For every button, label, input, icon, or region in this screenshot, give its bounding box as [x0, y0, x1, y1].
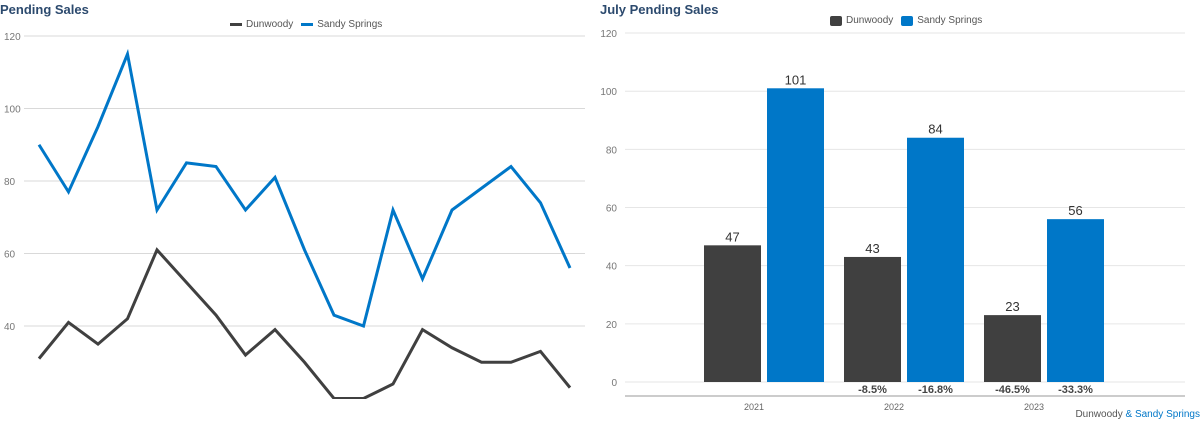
footer-dunwoody: Dunwoody — [1075, 409, 1123, 420]
y-tick-label: 120 — [4, 32, 21, 43]
bar-value-label: 56 — [1068, 203, 1082, 218]
bar-plot-area: 0 20 40 60 80 100 120 47 101 2021 43 -8.5% 84 -16.8% 2… — [600, 29, 1185, 412]
x-tick-label: 2021 — [744, 402, 764, 412]
box-swatch-icon — [830, 15, 842, 26]
bar-value-label: 43 — [865, 241, 879, 256]
chart-legend: Dunwoody Sandy Springs — [230, 19, 382, 30]
y-tick-label: 0 — [611, 378, 617, 389]
legend-label: Dunwoody — [246, 19, 294, 30]
y-tick-label: 20 — [606, 320, 618, 331]
bar-sandy-springs-2022[interactable] — [907, 137, 964, 382]
x-tick-label: 2023 — [1024, 402, 1044, 412]
bar-sandy-springs-2021[interactable] — [767, 88, 824, 383]
chart-title: Pending Sales — [0, 2, 89, 17]
y-tick-label: 40 — [4, 322, 16, 333]
chart-legend: Dunwoody Sandy Springs — [830, 15, 982, 26]
july-pending-sales-bar-chart: July Pending Sales Dunwoody Sandy Spring… — [595, 0, 1200, 428]
legend-item-dunwoody[interactable]: Dunwoody — [830, 15, 893, 26]
bar-value-label: 84 — [928, 122, 942, 137]
box-swatch-icon — [901, 15, 914, 26]
y-tick-label: 120 — [600, 29, 617, 40]
legend-label: Sandy Springs — [317, 19, 383, 30]
legend-item-dunwoody[interactable]: Dunwoody — [230, 19, 293, 30]
pending-sales-line-chart: Pending Sales Dunwoody Sandy Springs 40 6… — [0, 0, 595, 428]
percent-change-label: -8.5% — [858, 384, 887, 396]
y-tick-label: 100 — [600, 87, 617, 98]
percent-change-label: -33.3% — [1058, 384, 1093, 396]
footer-sandy-springs: Sandy Springs — [1134, 409, 1200, 420]
y-tick-label: 80 — [4, 177, 16, 188]
y-tick-label: 100 — [4, 105, 21, 116]
y-tick-label: 40 — [606, 262, 618, 273]
chart-title: July Pending Sales — [600, 2, 719, 17]
y-tick-label: 60 — [4, 250, 16, 261]
bar-dunwoody-2021[interactable] — [704, 245, 761, 382]
bar-dunwoody-2023[interactable] — [984, 315, 1041, 382]
y-tick-label: 60 — [606, 204, 618, 215]
y-tick-label: 80 — [606, 145, 618, 156]
footer-amp: & — [1125, 409, 1133, 420]
legend-item-sandy-springs[interactable]: Sandy Springs — [301, 19, 382, 30]
legend-item-sandy-springs[interactable]: Sandy Springs — [901, 15, 982, 26]
series-line-sandy-springs[interactable] — [37, 48, 572, 328]
source-footer: Dunwoody & Sandy Springs — [1075, 409, 1200, 420]
x-tick-label: 2022 — [884, 402, 904, 412]
line-swatch-icon — [230, 23, 242, 26]
series-line-dunwoody[interactable] — [37, 247, 572, 399]
line-swatch-icon — [301, 23, 314, 26]
bar-value-label: 47 — [725, 229, 739, 244]
bar-value-label: 101 — [785, 72, 807, 87]
bar-value-label: 23 — [1005, 299, 1019, 314]
legend-label: Dunwoody — [846, 15, 894, 26]
percent-change-label: -16.8% — [918, 384, 953, 396]
legend-label: Sandy Springs — [917, 15, 983, 26]
bar-dunwoody-2022[interactable] — [844, 256, 901, 382]
bar-sandy-springs-2023[interactable] — [1047, 219, 1104, 382]
line-plot-area: 40 60 80 100 120 — [4, 32, 585, 399]
percent-change-label: -46.5% — [995, 384, 1030, 396]
